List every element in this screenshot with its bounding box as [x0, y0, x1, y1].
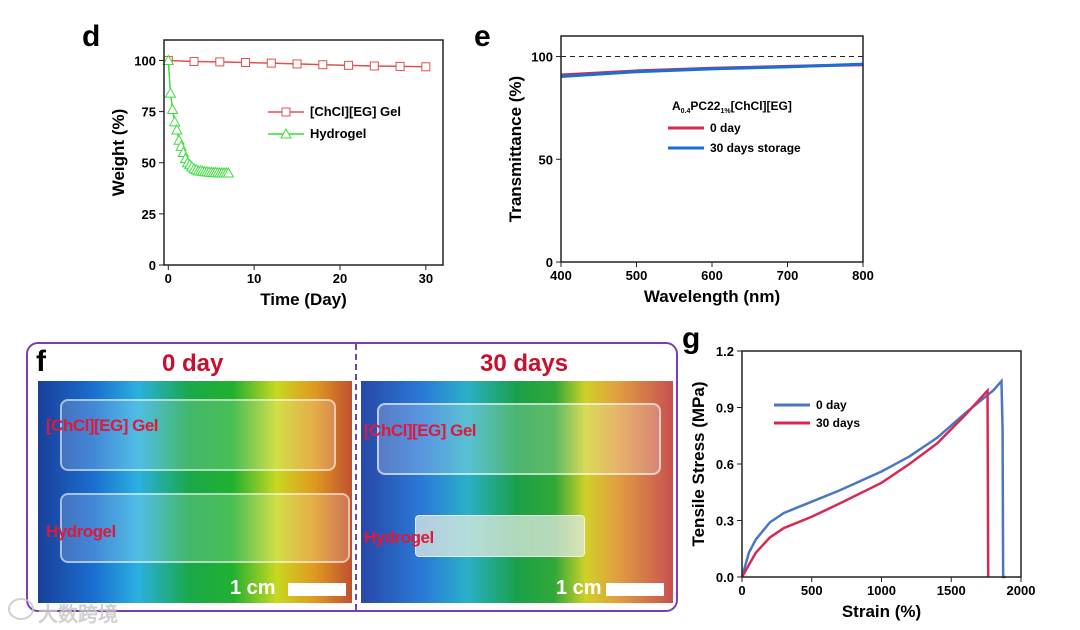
plot-frame [163, 39, 444, 266]
x-tick-label: 0 [738, 583, 745, 598]
y-tick-label: 75 [142, 105, 156, 120]
x-tick-label: 700 [777, 268, 799, 283]
data-point [222, 166, 235, 178]
scale-bar-30 [606, 583, 664, 596]
x-tick-label: 800 [852, 268, 874, 283]
series-line-1 [740, 387, 990, 578]
data-point [266, 58, 276, 68]
x-tick-label: 600 [701, 268, 723, 283]
watermark: 大数跨境 [38, 604, 118, 626]
chart-g: g 0 day 30 days 0 500 1000 1500 2000 0.0 0.3 0.6 0.… [682, 322, 1035, 621]
legend-title-part: 0.4 [681, 108, 691, 115]
panel-letter-e: e [474, 20, 491, 53]
data-point [164, 87, 177, 98]
legend-label: 0 day [710, 121, 741, 135]
data-point [241, 58, 251, 67]
data-point [162, 54, 175, 65]
x-axis-label: Strain (%) [842, 602, 921, 621]
y-tick-label: 25 [142, 207, 156, 222]
y-tick-label: 0.6 [716, 457, 734, 472]
y-axis-label: Tensile Stress (MPa) [689, 381, 708, 546]
data-point [168, 115, 181, 127]
data-point [369, 61, 379, 71]
data-point [344, 60, 354, 70]
data-point [318, 60, 328, 70]
legend-label: 0 day [816, 398, 847, 412]
label-gel-0: [ChCl][EG] Gel [46, 416, 159, 435]
chart-d: d [ChCl][EG] Gel Hydrogel 0 10 20 30 0 25 50 75 100… [82, 20, 444, 309]
legend-label: [ChCl][EG] Gel [310, 104, 401, 119]
photo-panel-f [26, 342, 678, 612]
hydrogel-strip [415, 515, 585, 557]
y-tick-label: 1.2 [716, 344, 734, 359]
y-tick-label: 50 [539, 152, 553, 167]
x-tick-label: 2000 [1007, 583, 1036, 598]
y-tick-label: 0.9 [716, 401, 734, 416]
y-tick-label: 100 [134, 53, 156, 68]
label-gel-30: [ChCl][EG] Gel [364, 421, 477, 440]
chart-e: e 0 day 30 days storage A0.4PC221%[ChCl][EG… [474, 20, 874, 306]
panel-letter-d: d [82, 20, 100, 53]
label-hydrogel-0: Hydrogel [46, 522, 116, 541]
series-line-1 [560, 62, 864, 78]
data-point [292, 59, 302, 69]
series-line-0 [740, 377, 1006, 579]
panel-letter-g: g [682, 322, 700, 355]
y-tick-label: 0.3 [716, 514, 734, 529]
y-tick-label: 100 [531, 50, 553, 65]
data-point [395, 61, 405, 71]
scale-label-0: 1 cm [230, 577, 276, 599]
legend-title-part: PC22 [690, 99, 720, 113]
x-tick-label: 1500 [937, 583, 966, 598]
photo-30-days [361, 381, 673, 603]
x-tick-label: 500 [801, 583, 823, 598]
data-point [215, 57, 225, 67]
scale-bar-0 [288, 583, 346, 596]
gel-strip [60, 399, 336, 471]
x-axis-label: Time (Day) [260, 290, 347, 309]
y-axis-label: Transmittance (%) [506, 76, 525, 222]
data-point [171, 123, 183, 135]
hydrogel-strip [60, 493, 350, 563]
y-tick-label: 0 [546, 255, 553, 270]
x-tick-label: 30 [419, 271, 433, 286]
watermark-logo-icon [8, 598, 34, 620]
legend-marker [280, 127, 292, 139]
label-hydrogel-30: Hydrogel [364, 528, 434, 547]
y-tick-label: 0 [149, 258, 156, 273]
series-line-1 [167, 60, 229, 174]
legend-label: 30 days storage [710, 141, 801, 155]
x-tick-label: 10 [247, 271, 261, 286]
panel-divider [355, 344, 357, 610]
y-tick-label: 50 [142, 156, 156, 171]
legend-label: 30 days [816, 416, 860, 430]
y-tick-label: 0.0 [716, 570, 734, 585]
x-tick-label: 20 [333, 271, 347, 286]
legend-label: Hydrogel [310, 126, 366, 141]
x-tick-label: 1000 [867, 583, 896, 598]
gel-strip [377, 403, 661, 475]
legend-title-part: A [672, 99, 681, 113]
photo-0-day [38, 381, 352, 603]
title-0-day: 0 day [162, 350, 224, 377]
legend-title-part: [ChCl][EG] [731, 99, 792, 113]
data-point [166, 103, 179, 115]
x-tick-label: 400 [550, 268, 572, 283]
x-tick-label: 0 [165, 271, 172, 286]
title-30-days: 30 days [480, 350, 569, 377]
data-point [189, 56, 199, 66]
plot-frame [741, 350, 1022, 578]
x-axis-label: Wavelength (nm) [644, 287, 780, 306]
panel-letter-f: f [36, 345, 46, 378]
scale-label-30: 1 cm [556, 577, 602, 599]
y-axis-label: Weight (%) [109, 109, 128, 197]
data-point [421, 62, 431, 72]
legend-title-part: 1% [720, 108, 731, 115]
legend-marker [281, 107, 291, 117]
x-tick-label: 500 [626, 268, 648, 283]
legend-title: A0.4PC221%[ChCl][EG] [672, 99, 792, 115]
